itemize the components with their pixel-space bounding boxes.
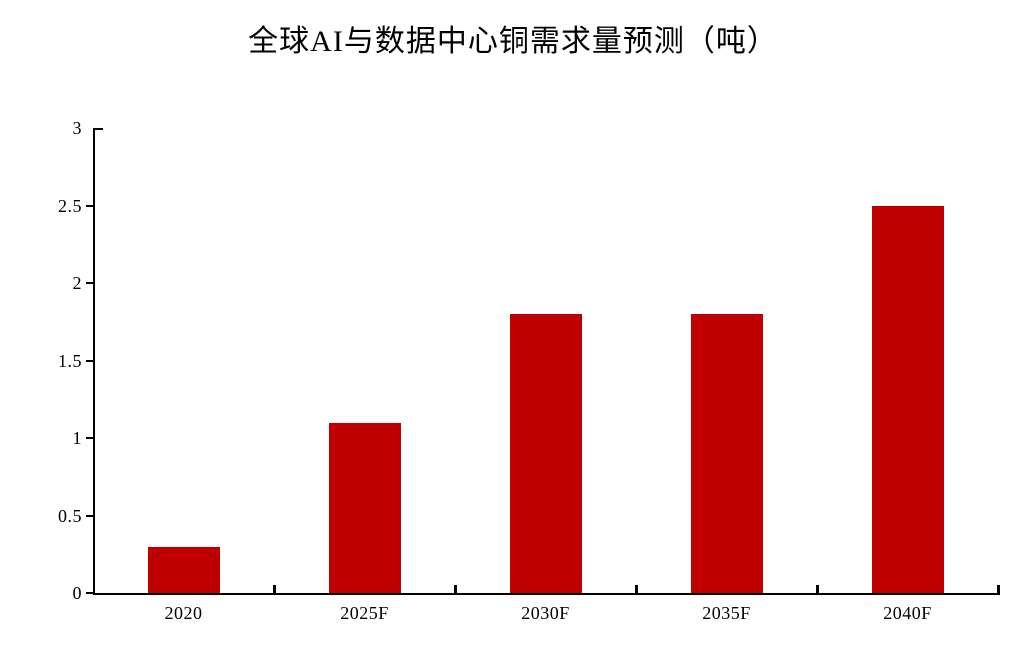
x-tick [816,585,819,593]
y-axis-label: 2.5 [58,195,82,216]
bar [690,314,763,593]
bar [871,205,944,593]
chart-title: 全球AI与数据中心铜需求量预测（吨） [248,25,778,58]
y-tick [86,204,93,207]
x-axis-label: 2035F [702,603,751,623]
bar [509,314,582,593]
x-axis-label: 2030F [521,603,570,623]
bar [147,546,220,593]
y-axis-line [93,128,95,595]
y-tick [86,282,93,284]
x-tick [635,585,638,593]
y-tick [86,592,93,594]
y-axis-label: 2 [72,273,82,293]
y-tick [86,359,93,362]
y-axis-label: 0 [72,583,82,603]
y-tick [86,437,93,439]
x-axis-line [93,593,1000,595]
x-tick [273,585,276,593]
y-axis-label: 1.5 [58,350,82,371]
x-axis-label: 2040F [883,603,932,623]
x-tick [454,585,457,593]
x-tick [997,585,1000,593]
y-axis-label: 3 [72,118,82,138]
y-tick [95,128,103,130]
y-tick [86,514,93,517]
bar [328,422,401,593]
y-axis-label: 0.5 [58,505,82,526]
x-axis-label: 2025F [340,603,389,623]
y-axis-label: 1 [72,428,82,448]
x-axis-label: 2020 [164,603,203,623]
